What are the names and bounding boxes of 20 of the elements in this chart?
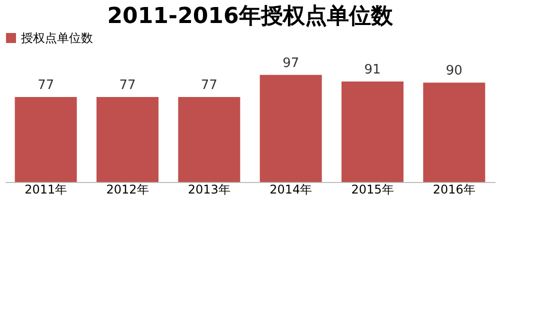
- bar: [178, 96, 240, 182]
- data-label: 90: [446, 64, 462, 79]
- data-label: 77: [38, 78, 54, 93]
- x-tick-label: 2016年: [432, 182, 476, 196]
- bar: [423, 82, 486, 182]
- data-label: 77: [119, 78, 136, 93]
- x-tick-label: 2015年: [351, 182, 394, 196]
- x-tick-label: 2013年: [188, 182, 230, 196]
- legend-label: 授权点单位数: [21, 31, 93, 45]
- data-label: 77: [200, 78, 218, 93]
- x-tick-label: 2012年: [106, 182, 149, 196]
- bar: [96, 96, 158, 182]
- bar: [14, 96, 77, 182]
- chart-title: 2011-2016年授权点单位数: [107, 4, 394, 29]
- x-tick-label: 2011年: [24, 182, 68, 196]
- bar: [342, 81, 404, 182]
- data-label: 91: [364, 62, 381, 78]
- x-tick-label: 2014年: [270, 182, 312, 196]
- data-label: 97: [282, 56, 300, 71]
- bar: [260, 74, 322, 182]
